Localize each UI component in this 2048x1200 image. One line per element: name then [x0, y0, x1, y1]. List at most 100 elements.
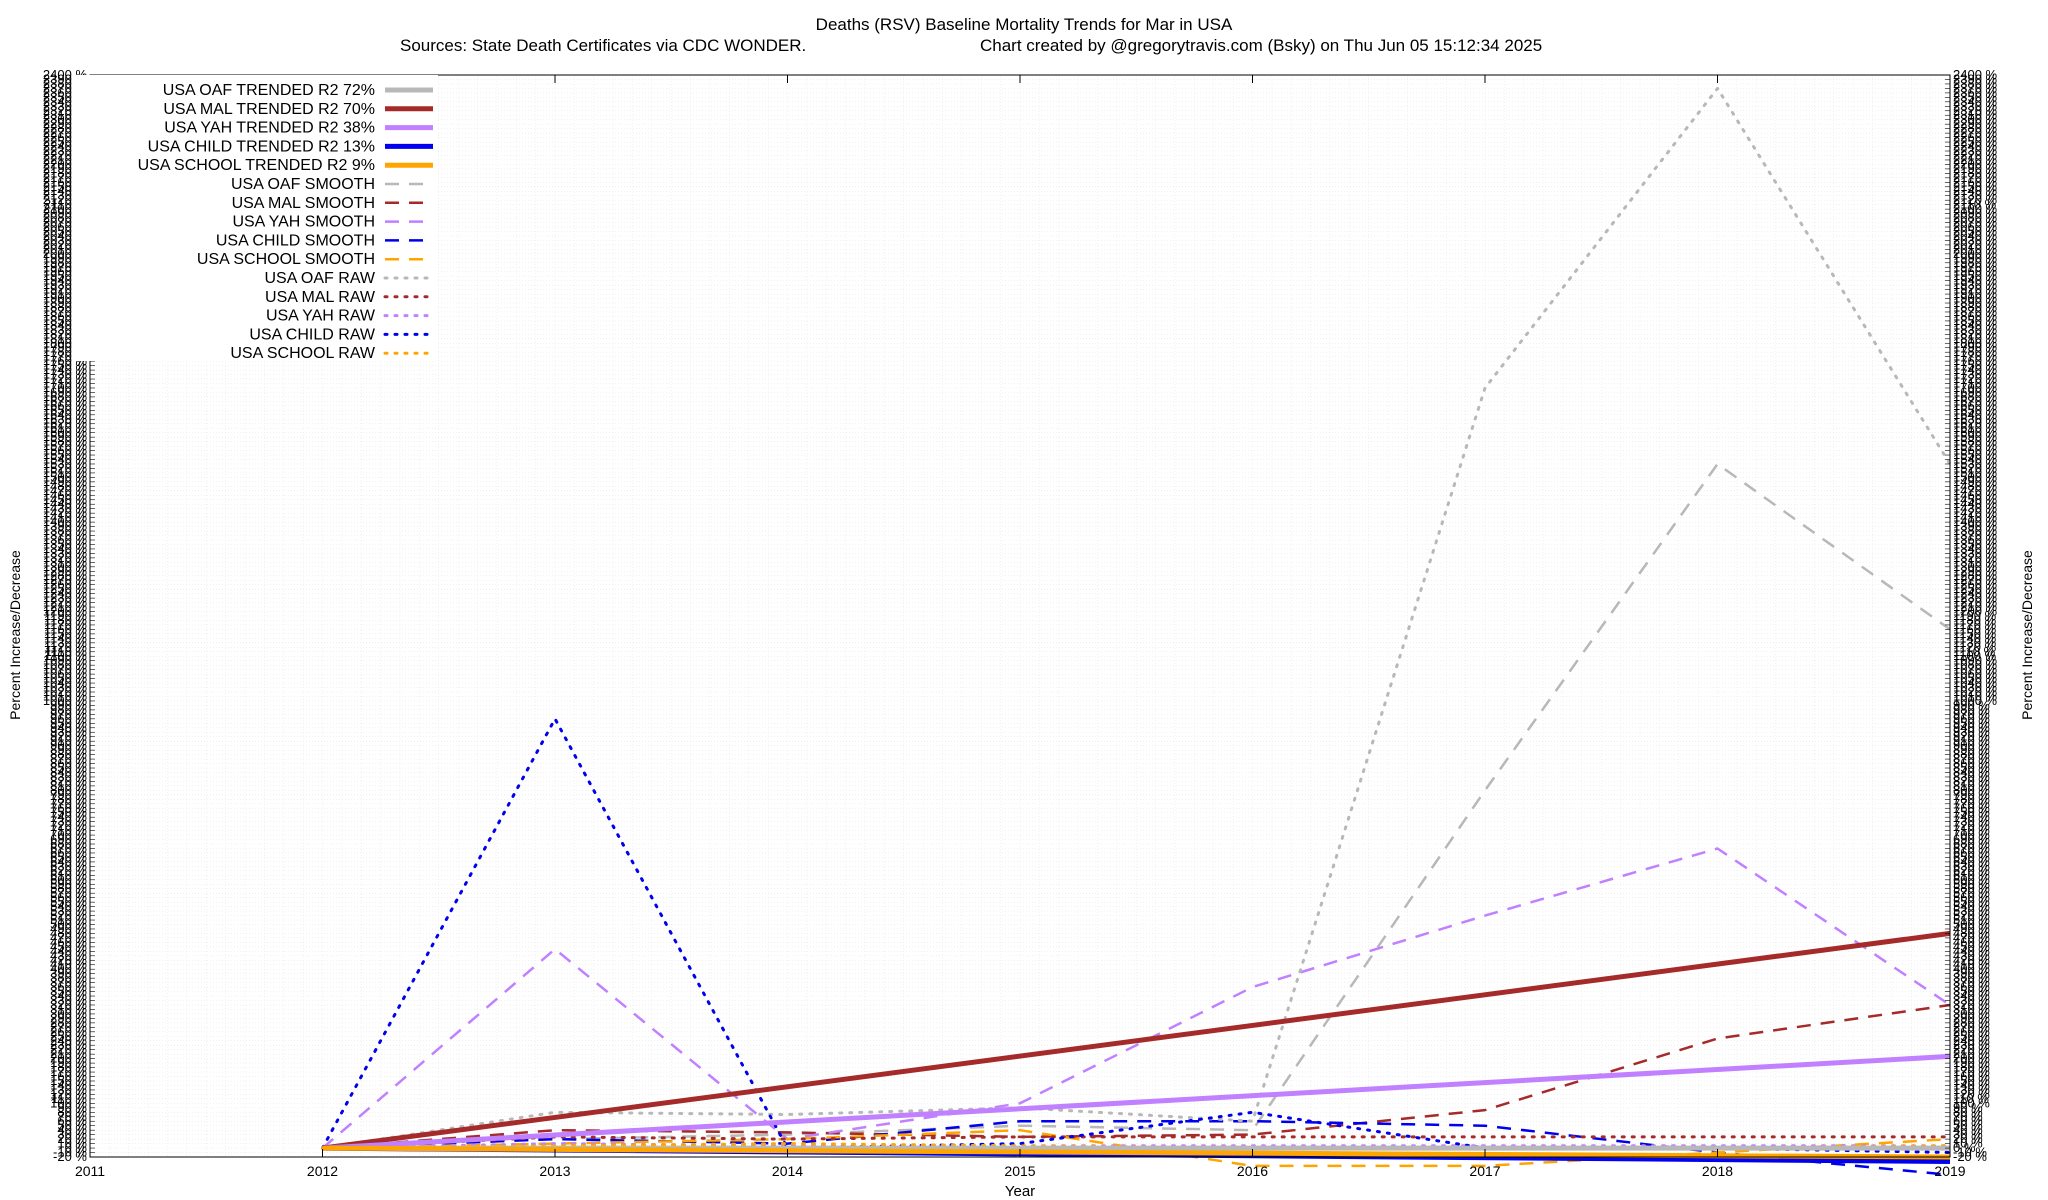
x-tick-label: 2012 [307, 1163, 338, 1179]
y-tick-label: 20 % [57, 1131, 87, 1146]
y2-tick-label: 1780 % [1953, 344, 1998, 359]
y-tick-label: 440 % [50, 943, 87, 958]
y-tick-label: 430 % [50, 948, 87, 963]
y2-tick-label: 930 % [1953, 724, 1990, 739]
y-tick-label: 1050 % [43, 671, 88, 686]
y-tick-label: 1220 % [43, 595, 88, 610]
y-tick-label: 1250 % [43, 581, 88, 596]
y-tick-label: 80 % [57, 1104, 87, 1119]
y2-tick-label: 910 % [1953, 733, 1990, 748]
y2-tick-label: 380 % [1953, 970, 1990, 985]
y-tick-label: 500 % [50, 917, 87, 932]
y-tick-label: 1620 % [43, 416, 88, 431]
y2-tick-label: 1150 % [1953, 626, 1997, 641]
y2-tick-label: 2320 % [1953, 103, 1998, 118]
y-tick-label: 240 % [50, 1033, 87, 1048]
y-tick-label: 1500 % [43, 469, 88, 484]
x-tick-label: 2016 [1237, 1163, 1268, 1179]
y-tick-label: 810 % [50, 778, 87, 793]
y2-tick-label: 230 % [1953, 1037, 1990, 1052]
y2-tick-label: 1550 % [1953, 447, 1998, 462]
y2-tick-label: 1370 % [1953, 528, 1998, 543]
y-tick-label: 340 % [50, 988, 87, 1003]
y2-tick-label: 1040 % [1953, 675, 1998, 690]
y2-tick-label: 1330 % [1953, 545, 1998, 560]
y2-tick-label: 1740 % [1953, 362, 1998, 377]
y2-tick-label: 900 % [1953, 738, 1990, 753]
y-tick-label: 1680 % [43, 389, 88, 404]
y2-tick-label: 750 % [1953, 805, 1990, 820]
y-tick-label: 1400 % [43, 514, 88, 529]
y2-tick-label: 2270 % [1953, 125, 1998, 140]
y2-tick-label: 1660 % [1953, 398, 1998, 413]
y-tick-label: 840 % [50, 764, 87, 779]
y2-tick-label: 920 % [1953, 729, 1990, 744]
y2-tick-label: 790 % [1953, 787, 1990, 802]
y-tick-label: 780 % [50, 791, 87, 806]
y2-tick-label: 1980 % [1953, 255, 1998, 270]
y-tick-label: 1540 % [43, 452, 88, 467]
y-tick-label: 1230 % [43, 590, 88, 605]
y-tick-label: 220 % [50, 1042, 87, 1057]
legend-label: USA CHILD TRENDED R2 13% [148, 138, 375, 155]
y2-tick-label: 2210 % [1953, 152, 1998, 167]
series-line-7 [321, 847, 1951, 1150]
y2-tick-label: 390 % [1953, 966, 1990, 981]
y2-tick-label: 1590 % [1953, 429, 1998, 444]
y2-tick-label: 250 % [1953, 1028, 1990, 1043]
y2-tick-label: 2130 % [1953, 188, 1998, 203]
y-tick-label: 600 % [50, 872, 87, 887]
y2-tick-label: 260 % [1953, 1024, 1990, 1039]
y2-tick-label: 140 % [1953, 1077, 1990, 1092]
y2-tick-label: 560 % [1953, 890, 1990, 905]
y2-tick-label: 1720 % [1953, 371, 1998, 386]
y-tick-label: 920 % [50, 729, 87, 744]
y-tick-label: 720 % [50, 818, 87, 833]
y-tick-label: 850 % [50, 760, 87, 775]
y2-tick-label: 1020 % [1953, 684, 1998, 699]
y-tick-label: 770 % [50, 796, 87, 811]
y2-tick-label: 1160 % [1953, 621, 1997, 636]
y2-tick-label: 1280 % [1953, 568, 1998, 583]
legend-label: USA MAL RAW [265, 289, 376, 306]
y2-tick-label: 1620 % [1953, 416, 1998, 431]
x-tick-label: 2011 [75, 1163, 105, 1179]
y2-tick-label: 40 % [1953, 1122, 1983, 1137]
y-tick-label: 540 % [50, 899, 87, 914]
y2-tick-label: 2140 % [1953, 183, 1998, 198]
y2-tick-label: 1140 % [1953, 630, 1997, 645]
y-tick-label: 1610 % [43, 420, 88, 435]
y2-tick-label: 80 % [1953, 1104, 1983, 1119]
y2-tick-label: 2060 % [1953, 219, 1998, 234]
y2-tick-label: 2010 % [1953, 241, 1998, 256]
y-tick-label: 1210 % [43, 599, 88, 614]
legend-background [72, 75, 438, 361]
legend-label: USA OAF SMOOTH [231, 176, 375, 193]
y2-tick-label: 70 % [1953, 1109, 1983, 1124]
y2-tick-label: 1770 % [1953, 349, 1998, 364]
y-tick-label: -20 % [53, 1149, 87, 1164]
y-tick-label: 1080 % [43, 657, 88, 672]
y-tick-label: 1140 % [44, 630, 88, 645]
y-tick-label: 260 % [50, 1024, 87, 1039]
y2-tick-label: 60 % [1953, 1113, 1983, 1128]
x-tick-label: 2015 [1004, 1163, 1035, 1179]
series-layer [321, 86, 1952, 1177]
y-tick-label: 660 % [50, 845, 87, 860]
y2-tick-label: 1120 % [1953, 639, 1997, 654]
y-tick-label: 1120 % [44, 639, 88, 654]
y-tick-label: 420 % [50, 952, 87, 967]
y2-tick-label: 1250 % [1953, 581, 1998, 596]
y2-tick-label: 1680 % [1953, 389, 1998, 404]
y2-tick-label: 1380 % [1953, 523, 1998, 538]
y-tick-label: 1100 % [44, 648, 88, 663]
y2-tick-label: 2190 % [1953, 161, 1998, 176]
series-line-2 [322, 1053, 1951, 1151]
y-tick-label: 1310 % [43, 554, 88, 569]
y-tick-label: 1030 % [43, 680, 88, 695]
y-tick-label: 1640 % [43, 407, 88, 422]
y-tick-label: 30 % [57, 1127, 87, 1142]
y2-tick-label: 90 % [1953, 1100, 1983, 1115]
y-tick-label: 490 % [50, 921, 87, 936]
y-tick-label: 180 % [50, 1060, 87, 1075]
